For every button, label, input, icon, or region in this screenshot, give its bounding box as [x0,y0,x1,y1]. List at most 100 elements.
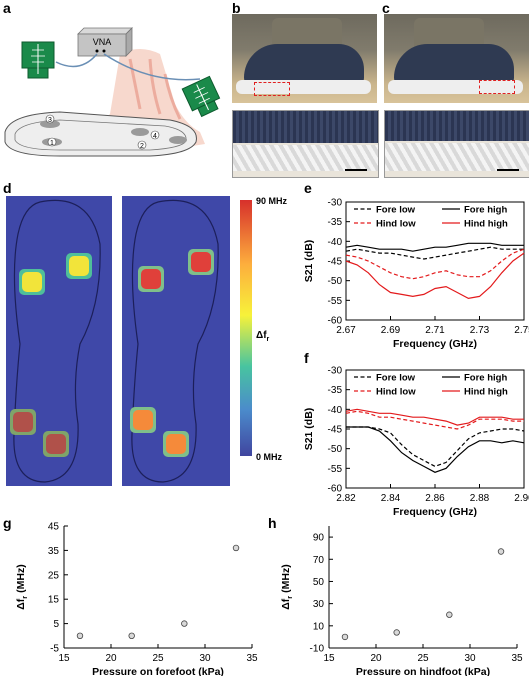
x-tick-label: 2.88 [470,493,490,504]
x-axis-label: Pressure on hindfoot (kPa) [356,666,490,676]
y-tick-label: -35 [328,217,343,228]
data-point [341,633,349,641]
y-tick-label: -50 [328,276,343,287]
colorbar-axis-label: Δfr [256,330,270,343]
x-tick-label: 2.90 [514,493,529,504]
y-tick-label: -10 [310,644,325,655]
vna-label: VNA [93,37,112,47]
x-tick-label: 2.84 [381,493,401,504]
y-tick-label: -60 [328,316,343,327]
x-tick-label: 15 [58,653,70,664]
legend-label: Hind high [464,387,508,398]
pressure-heatmaps: 90 MHz 0 MHz Δfr [6,196,288,486]
x-tick-label: 15 [323,653,335,664]
y-tick-label: -30 [328,198,343,209]
y-tick-label: 15 [48,595,60,606]
panel-label-d: d [3,180,12,196]
legend-label: Fore low [376,205,416,216]
y-tick-label: 5 [53,619,59,630]
data-point [393,629,400,636]
y-tick-label: 25 [48,570,60,581]
legend-label: Hind low [376,219,416,230]
colorbar-bottom-label: 0 MHz [256,452,283,462]
y-tick-label: -40 [328,237,343,248]
y-tick-label: 30 [313,599,325,610]
series-line [345,408,524,426]
x-tick-label: 20 [105,653,117,664]
y-axis-label: S21 (dB) [303,408,315,451]
x-tick-label: 2.69 [381,325,401,336]
colorbar-top-label: 90 MHz [256,196,288,206]
cable [103,53,201,81]
series-line [346,426,525,473]
panel-label-c: c [382,0,390,16]
sensor-number: 2 [140,143,144,150]
shoe-photo-b [232,14,377,103]
x-tick-label: 2.75 [514,325,529,336]
data-point [128,632,135,639]
panel-label-f: f [304,350,309,366]
y-tick-label: -55 [328,464,343,475]
y-axis-label: Δfr (MHz) [280,564,294,609]
panel-label-b: b [232,0,241,16]
x-tick-label: 2.73 [470,325,490,336]
y-tick-label: -40 [328,405,343,416]
y-tick-label: -50 [328,444,343,455]
data-point [232,544,240,552]
y-tick-label: -45 [328,425,343,436]
x-axis-label: Frequency (GHz) [393,338,477,350]
series-line [346,426,525,468]
chart-f-s21: -60 -55 -50 -45 -40 -35 -30 2.82 2.84 2.86 2.88 2.9… [303,366,529,519]
insole-outline [13,199,101,483]
y-tick-label: -45 [328,257,343,268]
series-line [345,246,524,260]
y-tick-label: -35 [328,385,343,396]
x-tick-label: 2.71 [425,325,445,336]
legend-label: Hind high [464,219,508,230]
series-line [345,252,525,300]
x-tick-label: 30 [199,653,211,664]
chart-e-s21: -60 -55 -50 -45 -40 -35 -30 2.67 2.69 2.71 2.73 2.7… [303,198,529,351]
y-tick-label: 45 [48,522,60,533]
series-line [345,410,524,430]
x-tick-label: 35 [246,653,258,664]
data-point [497,548,505,555]
chart-g-forefoot: -5 5 15 25 35 45 15 20 25 30 35 Pressure on forefoo… [15,522,258,676]
panel-label-h: h [268,515,277,531]
legend-label: Hind low [376,387,416,398]
panel-label-e: e [304,180,312,196]
colorbar [240,200,252,456]
legend-label: Fore high [464,373,507,384]
x-axis-label: Pressure on forefoot (kPa) [92,666,224,676]
data-point [76,632,84,639]
x-tick-label: 35 [511,653,523,664]
legend-label: Fore high [464,205,507,216]
shoe-photo-c [384,14,529,103]
x-tick-label: 20 [370,653,382,664]
series-line [345,242,524,252]
sole-closeup-b [232,110,379,178]
legend-label: Fore low [376,373,416,384]
cable [55,53,98,68]
x-tick-label: 25 [417,653,429,664]
y-tick-label: -60 [328,484,343,495]
sensor-number: 4 [153,133,157,140]
foot-sensor-schematic: 1 2 3 4 VNA [4,27,221,157]
vna-box [77,33,127,57]
x-tick-label: 2.86 [425,493,445,504]
insole-sensor [40,120,60,128]
y-tick-label: 90 [313,533,325,544]
x-tick-label: 25 [152,653,164,664]
sensor-number: 3 [48,117,52,124]
chart-h-hindfoot: -10 10 30 50 70 90 15 20 25 30 35 Pressure on hindf… [280,526,523,676]
data-point [446,611,453,618]
insole-sensor [131,128,149,136]
y-tick-label: 35 [48,546,60,557]
sensor-number: 1 [50,140,54,147]
panel-label-g: g [3,515,12,531]
y-tick-label: 50 [313,577,325,588]
y-tick-label: 10 [313,621,325,632]
y-axis-label: S21 (dB) [303,240,315,283]
y-axis-label: Δfr (MHz) [15,564,29,609]
sole-closeup-c [384,110,529,178]
